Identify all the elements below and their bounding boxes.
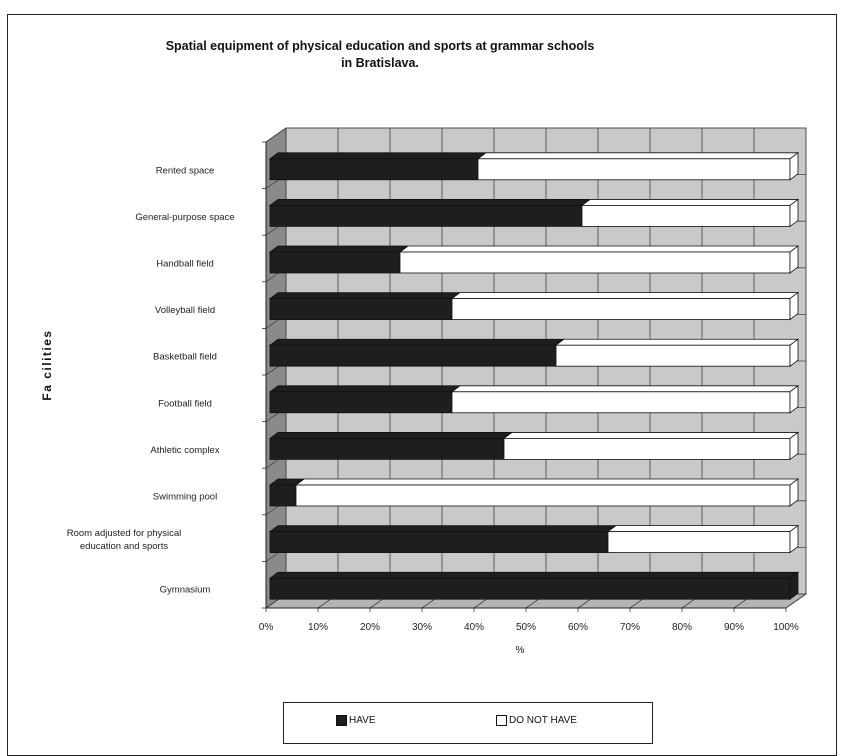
bar-do-not-have-top bbox=[606, 525, 800, 533]
bar-have-top bbox=[268, 525, 618, 533]
category-label-line: Rented space bbox=[156, 165, 215, 176]
bar-do-not-have bbox=[503, 438, 791, 460]
bar-have bbox=[269, 158, 479, 181]
bar-end-cap bbox=[789, 245, 799, 274]
bar-end-cap bbox=[789, 198, 799, 228]
bar-end-cap bbox=[789, 571, 799, 600]
category-label-line: Swimming pool bbox=[153, 492, 217, 503]
x-tick-label: 70% bbox=[620, 622, 640, 633]
x-tick-label: 10% bbox=[308, 622, 328, 633]
bar-do-not-have bbox=[451, 391, 791, 414]
legend-swatch-have bbox=[336, 715, 347, 726]
bar-have-top bbox=[268, 199, 592, 206]
legend-item-have: HAVE bbox=[336, 715, 376, 726]
legend-label-have: HAVE bbox=[349, 715, 376, 726]
legend: HAVE DO NOT HAVE bbox=[283, 702, 653, 744]
category-label-line: Basketball field bbox=[153, 352, 217, 363]
bar-end-cap bbox=[789, 291, 799, 321]
category-label: Football field bbox=[158, 398, 212, 409]
bar-end-cap bbox=[789, 431, 799, 461]
category-label-line: General-purpose space bbox=[135, 212, 234, 223]
legend-label-do-not-have: DO NOT HAVE bbox=[509, 715, 577, 726]
gridline-floor bbox=[785, 593, 807, 609]
gridline-side bbox=[265, 127, 287, 143]
x-tick-label: 30% bbox=[412, 622, 432, 633]
chart-title-line-2: in Bratislava. bbox=[341, 56, 419, 70]
x-tick-label: 40% bbox=[464, 622, 484, 633]
x-tick-label: 0% bbox=[259, 622, 274, 633]
category-label: Athletic complex bbox=[150, 445, 219, 456]
bar-do-not-have-top bbox=[398, 245, 800, 253]
category-label: Swimming pool bbox=[153, 492, 217, 503]
x-axis-title: % bbox=[515, 645, 525, 656]
category-label-line: Football field bbox=[158, 398, 212, 409]
x-tick-label: 100% bbox=[773, 622, 799, 633]
bar-have bbox=[269, 251, 401, 274]
bar-have bbox=[269, 484, 297, 507]
bar-do-not-have bbox=[477, 158, 791, 181]
category-label-line: Room adjusted for physical bbox=[67, 528, 182, 539]
legend-swatch-do-not-have bbox=[496, 715, 507, 726]
bar-end-cap bbox=[789, 152, 799, 181]
category-label: Handball field bbox=[156, 259, 214, 270]
x-tick-label: 90% bbox=[724, 622, 744, 633]
bar-have bbox=[269, 298, 453, 320]
category-label: Gymnasium bbox=[160, 585, 211, 596]
bar-do-not-have bbox=[555, 344, 791, 367]
x-tick-label: 80% bbox=[672, 622, 692, 633]
bar-end-cap bbox=[789, 385, 799, 414]
bar-end-cap bbox=[789, 478, 799, 507]
bar-have-top bbox=[268, 571, 800, 579]
bar-end-cap bbox=[789, 524, 799, 554]
bar-do-not-have bbox=[607, 531, 791, 553]
bar-have-top bbox=[268, 338, 566, 346]
bar-have-top bbox=[268, 385, 462, 393]
legend-item-do-not-have: DO NOT HAVE bbox=[496, 715, 577, 726]
bar-do-not-have-top bbox=[502, 432, 800, 439]
bar-have-top bbox=[268, 292, 462, 300]
x-tick-label: 60% bbox=[568, 622, 588, 633]
bar-have bbox=[269, 205, 583, 227]
bar-do-not-have-top bbox=[450, 292, 800, 300]
bar-end-cap bbox=[789, 338, 799, 367]
bar-have bbox=[269, 531, 609, 553]
chart-title-line-1: Spatial equipment of physical education … bbox=[165, 39, 595, 53]
category-label: Basketball field bbox=[153, 352, 217, 363]
category-label-line: education and sports bbox=[80, 541, 168, 552]
bar-do-not-have-top bbox=[450, 385, 800, 393]
category-label: General-purpose space bbox=[135, 212, 234, 223]
category-label-line: Handball field bbox=[156, 259, 214, 270]
bar-do-not-have bbox=[581, 205, 791, 227]
category-label: Volleyball field bbox=[155, 305, 215, 316]
chart-title: Spatial equipment of physical education … bbox=[90, 38, 670, 72]
bar-have-top bbox=[268, 152, 488, 160]
category-label-line: Athletic complex bbox=[150, 445, 219, 456]
bar-do-not-have-top bbox=[580, 199, 800, 206]
category-label-line: Volleyball field bbox=[155, 305, 215, 316]
bar-do-not-have bbox=[295, 484, 791, 507]
bar-have bbox=[269, 391, 453, 414]
bar-have-top bbox=[268, 245, 410, 253]
bar-do-not-have bbox=[451, 298, 791, 320]
x-tick-label: 20% bbox=[360, 622, 380, 633]
category-label: Room adjusted for physical education and … bbox=[67, 528, 182, 552]
bar-have-top bbox=[268, 432, 514, 439]
x-tick-label: 50% bbox=[516, 622, 536, 633]
category-label: Rented space bbox=[156, 165, 215, 176]
bar-do-not-have bbox=[399, 251, 791, 274]
bar-do-not-have-top bbox=[554, 338, 800, 346]
bar-do-not-have-top bbox=[476, 152, 800, 160]
category-label-line: Gymnasium bbox=[160, 585, 211, 596]
bar-have bbox=[269, 438, 505, 460]
bar-have bbox=[269, 577, 791, 600]
bar-have bbox=[269, 344, 557, 367]
bar-do-not-have-top bbox=[294, 478, 800, 486]
